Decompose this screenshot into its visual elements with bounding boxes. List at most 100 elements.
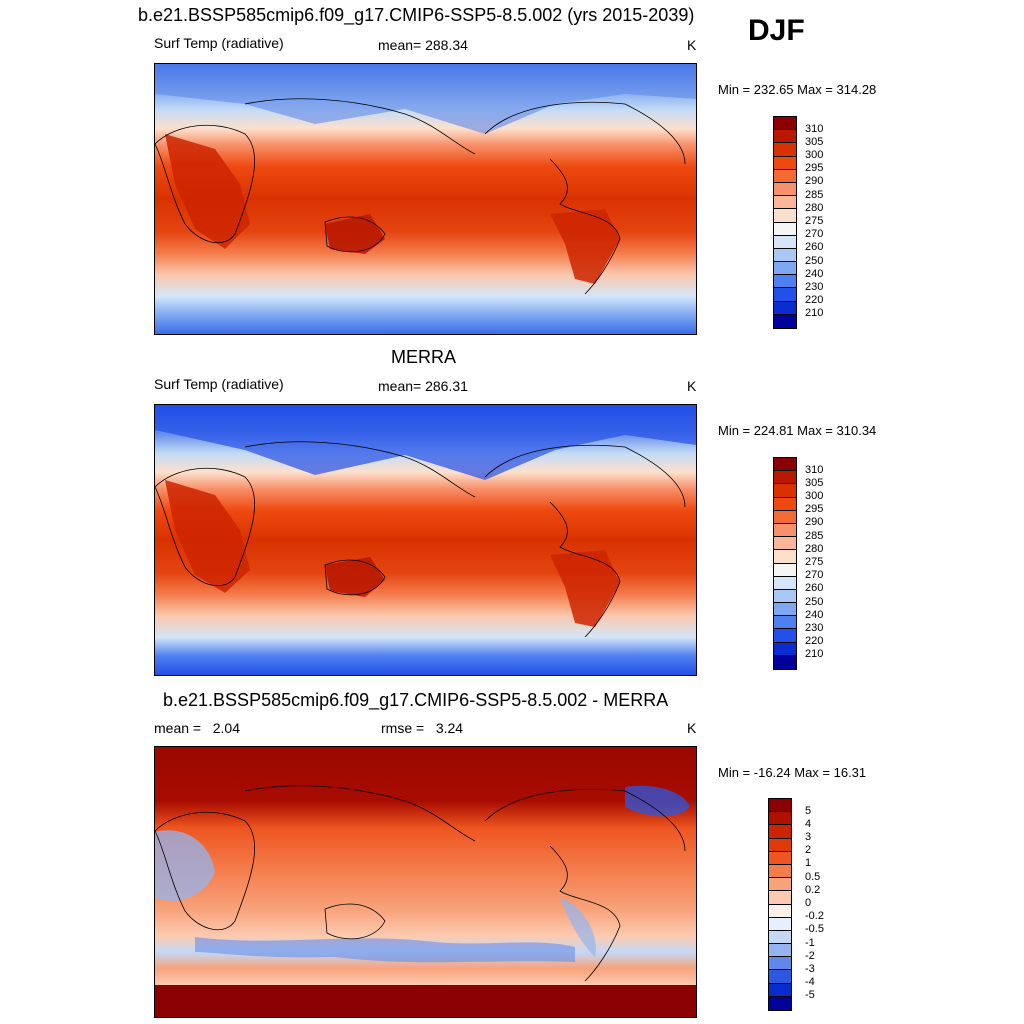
colorbar-tick-label: 290 [805,516,824,529]
colorbar-swatch [774,222,796,236]
colorbar-swatch [769,891,791,905]
colorbar-tick-label: -3 [805,962,815,975]
colorbar-tick-label: 210 [805,307,824,320]
colorbar-swatch [769,983,791,997]
colorbar-tick-label: 1 [805,857,812,870]
colorbar-swatch [774,288,796,302]
panel1-minmax: Min = 232.65 Max = 314.28 [718,82,877,97]
colorbar-tick-label: 310 [805,463,824,476]
colorbar-swatch [774,484,796,498]
colorbar-swatch [774,616,796,630]
colorbar-swatch [774,458,796,472]
colorbar-swatch [769,838,791,852]
colorbar-swatch [774,655,796,669]
panel3-units-label: K [687,720,697,736]
colorbar-tick-label: 2 [805,844,812,857]
colorbar-tick-label: 250 [805,254,824,267]
colorbar-swatch [774,209,796,223]
colorbar-tick-label: 290 [805,175,824,188]
panel2-colorbar [773,457,797,670]
colorbar-tick-label: -1 [805,936,815,949]
colorbar-swatch [774,497,796,511]
colorbar-tick-label: 285 [805,188,824,201]
panel3-title: b.e21.BSSP585cmip6.f09_g17.CMIP6-SSP5-8.… [163,690,669,710]
colorbar-swatch [769,944,791,958]
colorbar-swatch [774,169,796,183]
colorbar-swatch [774,235,796,249]
panel1-units-label: K [687,37,697,53]
colorbar-tick-label: -5 [805,989,815,1002]
colorbar-tick-label: 305 [805,135,824,148]
colorbar-tick-label: 275 [805,215,824,227]
colorbar-swatch [769,904,791,918]
colorbar-tick-label: 210 [805,648,824,661]
colorbar-tick-label: -0.2 [805,910,824,923]
colorbar-swatch [769,825,791,839]
panel3-minmax: Min = -16.24 Max = 16.31 [718,765,867,780]
colorbar-tick-label: 295 [805,162,824,175]
colorbar-swatch [769,851,791,865]
panel2-minmax: Min = 224.81 Max = 310.34 [718,423,877,438]
colorbar-swatch [774,117,796,131]
panel1-map [154,63,697,335]
colorbar-swatch [774,537,796,551]
colorbar-tick-label: 270 [805,228,824,241]
colorbar-swatch [774,275,796,289]
colorbar-tick-label: 220 [805,635,824,648]
colorbar-swatch [769,957,791,971]
panel1-colorbar [773,116,797,329]
colorbar-tick-label: -2 [805,949,815,962]
panel3-rmse-label: rmse = 3.24 [381,720,464,736]
colorbar-swatch [769,996,791,1010]
panel2-variable-label: Surf Temp (radiative) [154,376,284,392]
panel2-title: MERRA [391,347,457,367]
colorbar-swatch [774,182,796,197]
colorbar-swatch [769,970,791,984]
colorbar-tick-label: 285 [805,529,824,542]
colorbar-swatch [769,812,791,826]
colorbar-tick-label: 300 [805,149,824,162]
panel2-map [154,404,697,676]
colorbar-tick-label: 280 [805,542,824,555]
panel1-mean-label: mean= 288.34 [378,37,468,53]
season-label: DJF [748,14,805,47]
colorbar-swatch [774,248,796,263]
case-title: b.e21.BSSP585cmip6.f09_g17.CMIP6-SSP5-8.… [138,5,695,25]
colorbar-swatch [774,471,796,485]
colorbar-tick-label: 3 [805,831,812,844]
colorbar-swatch [774,603,796,617]
colorbar-tick-label: 280 [805,201,824,214]
colorbar-tick-label: 230 [805,280,824,293]
colorbar-tick-label: 220 [805,294,824,307]
colorbar-swatch [769,799,791,813]
colorbar-tick-label: 260 [805,582,824,595]
colorbar-swatch [774,130,796,144]
colorbar-swatch [774,510,796,524]
colorbar-swatch [774,196,796,210]
panel3-map [154,746,697,1018]
colorbar-swatch [774,301,796,315]
colorbar-tick-label: 275 [805,556,824,568]
colorbar-swatch [774,563,796,577]
colorbar-swatch [774,629,796,643]
colorbar-swatch [774,143,796,157]
colorbar-tick-label: -4 [805,976,815,989]
colorbar-swatch [774,314,796,328]
panel2-mean-label: mean= 286.31 [378,378,468,394]
colorbar-tick-label: 0 [805,897,812,909]
colorbar-tick-label: 250 [805,595,824,608]
colorbar-swatch [774,576,796,590]
colorbar-tick-label: 4 [805,817,812,830]
panel3-colorbar [768,798,792,1011]
colorbar-tick-label: -0.5 [805,923,824,936]
colorbar-swatch [774,156,796,170]
panel3-mean-label: mean = 2.04 [154,720,241,736]
colorbar-swatch [769,878,791,892]
colorbar-swatch [774,589,796,604]
panel2-units-label: K [687,378,697,394]
colorbar-tick-label: 230 [805,621,824,634]
colorbar-tick-label: 0.2 [805,883,821,896]
colorbar-tick-label: 240 [805,608,824,621]
colorbar-tick-label: 305 [805,476,824,489]
colorbar-swatch [769,930,791,945]
